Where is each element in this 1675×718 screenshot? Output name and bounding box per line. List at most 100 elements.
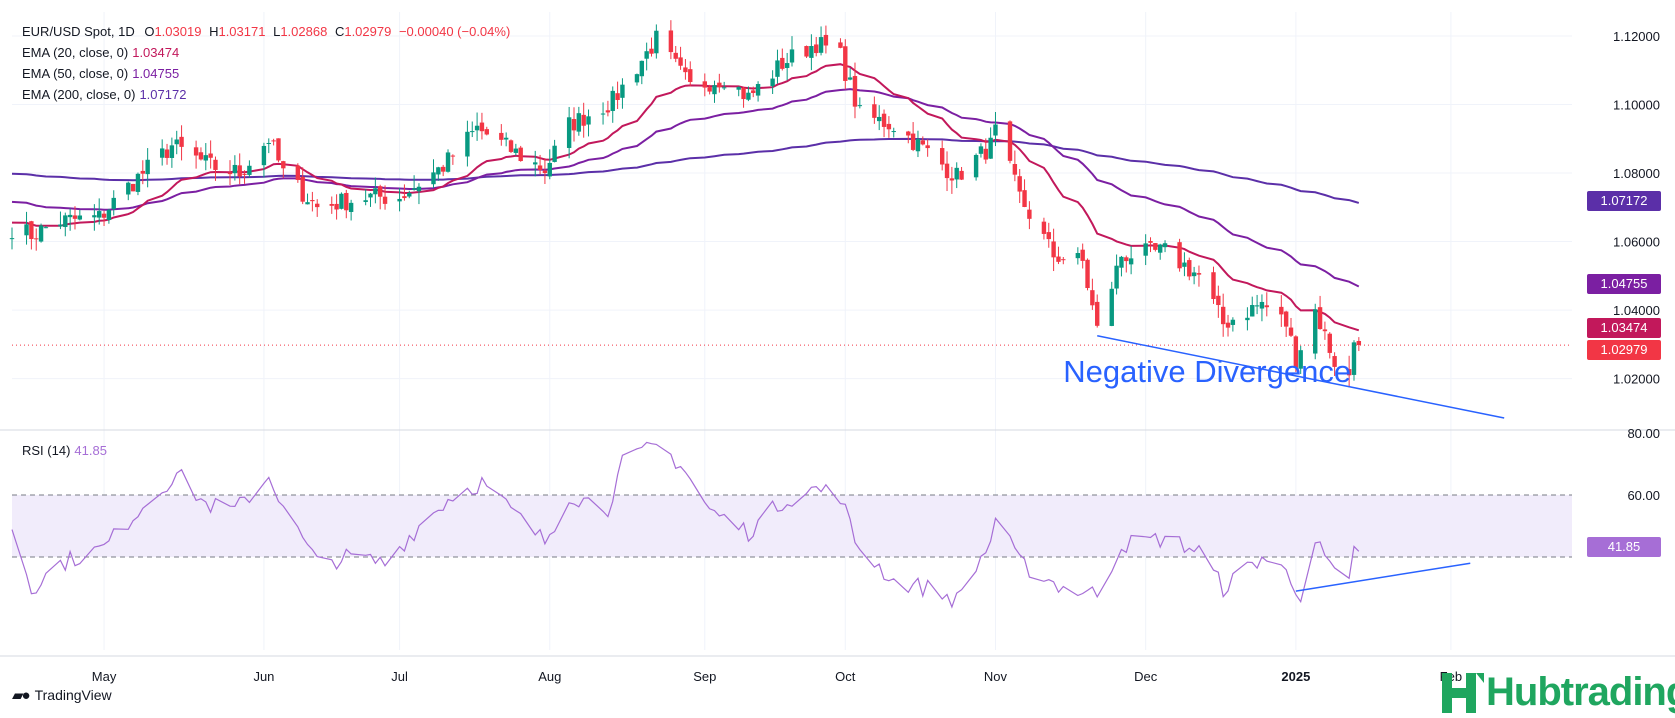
candle-body [1012,164,1018,175]
candle-body [1157,244,1163,253]
change-value: −0.00040 (−0.04%) [398,24,511,39]
low-label: L [273,24,281,39]
candle-body [852,76,858,107]
candle-body [24,224,29,236]
candle-body [678,57,683,66]
hubtrading-logo-icon [1442,672,1484,713]
candle-body [1313,309,1318,354]
ema50-value: 1.04755 [132,66,180,81]
candle-body [145,159,150,175]
candle-body [586,116,591,125]
candle-body [1153,243,1158,250]
candle-body [97,211,102,218]
candle-body [906,131,911,136]
candle-body [1288,327,1294,336]
candle-body [809,45,814,58]
candle-body [281,161,286,169]
candle-body [1250,305,1255,317]
time-tick-label: Sep [693,669,716,684]
price-tick-label: 1.10000 [1613,98,1660,113]
candle-body [639,60,645,77]
candle-body [339,193,344,209]
candle-body [910,133,916,150]
candle-body [126,182,131,195]
candle-body [843,46,848,81]
candle-body [237,165,242,177]
candle-body [600,113,606,115]
candle-body [717,82,722,88]
candle-body [1109,288,1114,326]
candle-body [959,170,964,180]
candle-body [939,148,945,165]
candle-body [1283,311,1289,327]
rsi-tag: 41.85 [1587,537,1661,558]
ema20-legend: EMA (20, close, 0) 1.03474 [22,45,179,60]
candle-body [789,49,795,63]
candle-body [944,163,950,179]
candle-body [847,77,853,80]
rsi-band [12,494,1572,558]
candle-body [363,200,368,202]
candle-body [368,193,373,198]
candle-body [130,183,136,192]
candle-body [654,30,659,54]
candle-body [649,48,654,54]
candle-body [814,44,819,54]
candle-body [305,202,310,205]
candle-body [377,186,383,197]
candle-body [1356,340,1362,346]
candle-body [1196,273,1202,275]
price-tick-label: 1.02000 [1613,372,1660,387]
candle-body [1279,306,1284,315]
candle-body [1061,259,1066,261]
high-value: 1.03171 [218,24,266,39]
candle-body [1187,260,1192,277]
candle-body [198,152,204,160]
candle-body [1182,262,1187,267]
candle-body [949,178,955,181]
candle-body [159,148,165,158]
candle-body [34,238,39,240]
candle-body [232,164,238,174]
candle-body [513,148,519,153]
candle-body [43,227,49,229]
candle-body [484,129,489,135]
candle-body [1114,265,1119,289]
candle-body [1211,272,1216,300]
candle-body [77,215,83,220]
open-value: 1.03019 [154,24,202,39]
candle-body [780,57,785,69]
candle-body [1162,243,1168,248]
candle-body [58,224,63,227]
rsi-label: RSI (14) [22,443,71,458]
candle-body [1143,243,1148,256]
candle-body [688,69,693,83]
candle-body [978,146,984,154]
ema50-legend: EMA (50, close, 0) 1.04755 [22,66,179,81]
candle-body [721,87,727,89]
candle-body [707,87,712,92]
candle-body [474,125,480,131]
candle-body [1332,356,1337,367]
candle-body [373,188,378,195]
candle-body [470,131,475,133]
time-tick-label: Dec [1134,669,1158,684]
candle-body [973,154,979,178]
price-trendline [1097,335,1505,419]
candle-body [954,167,959,180]
tradingview-name: TradingView [34,687,112,703]
candle-body [271,140,276,142]
ema20-value: 1.03474 [132,45,180,60]
tradingview-logo-icon: ▰● [12,687,31,704]
price-tick-label: 1.12000 [1613,29,1660,44]
candle-body [63,215,68,228]
candle-body [1095,301,1100,326]
candle-body [741,87,746,100]
symbol-legend: EUR/USD Spot, 1D O1.03019 H1.03171 L1.02… [22,24,510,39]
ema50-line [11,88,1360,288]
rsi-tick-label: 80.00 [1627,426,1660,441]
candle-body [552,145,557,162]
candle-body [1225,322,1231,328]
close-label: C [334,24,345,39]
